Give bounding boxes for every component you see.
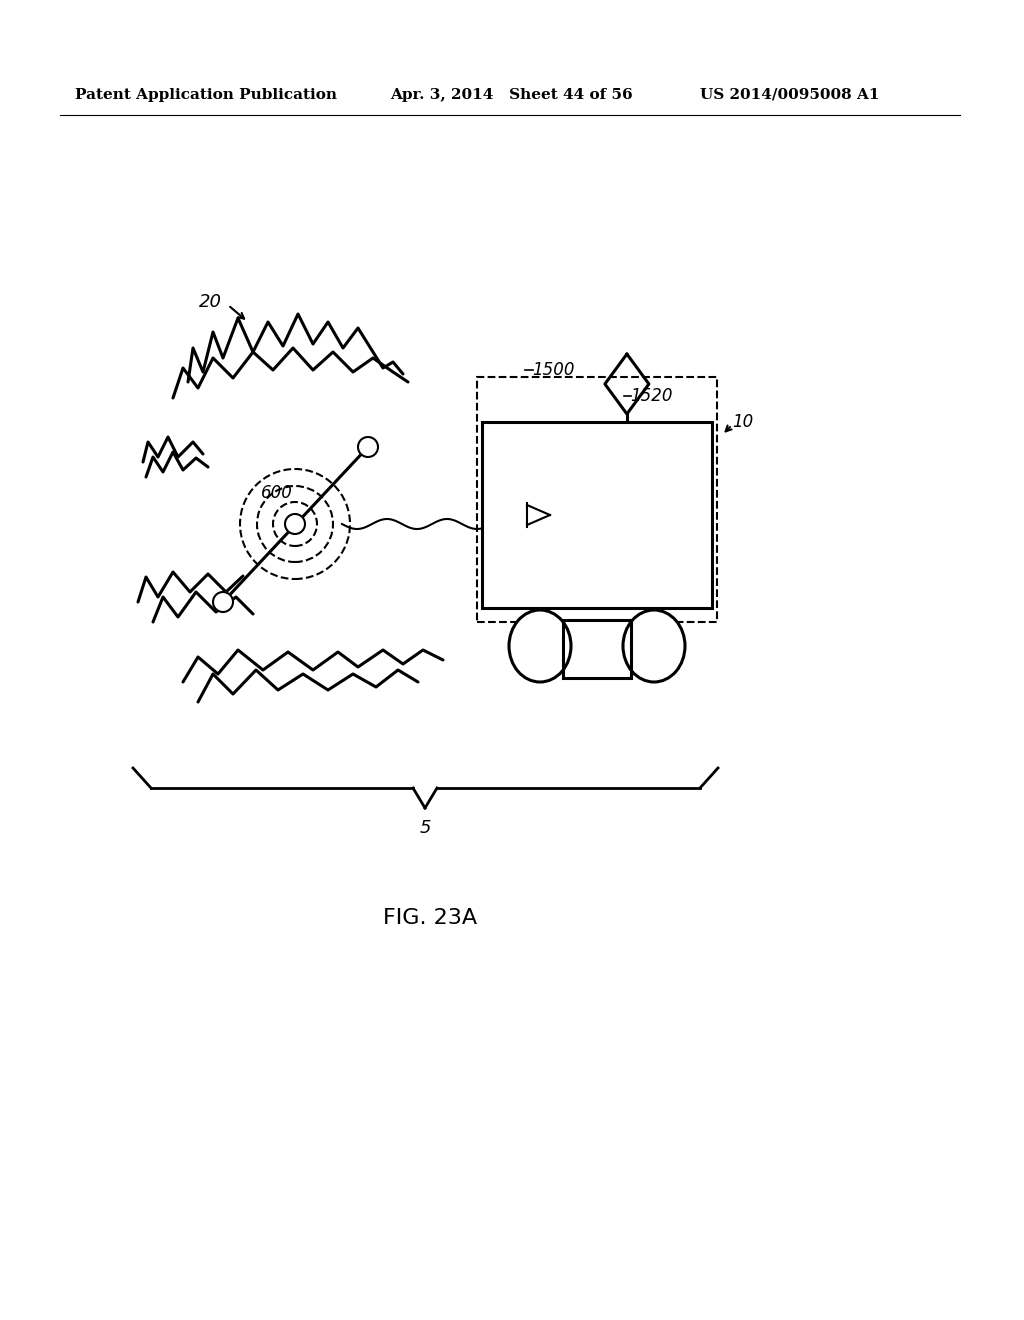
Text: US 2014/0095008 A1: US 2014/0095008 A1 — [700, 88, 880, 102]
Ellipse shape — [509, 610, 571, 682]
Text: 20: 20 — [199, 293, 222, 312]
Text: 1520: 1520 — [630, 387, 673, 405]
Text: 10: 10 — [732, 413, 754, 432]
Bar — [563, 620, 631, 678]
Text: 1500: 1500 — [532, 360, 574, 379]
Text: 5: 5 — [419, 818, 431, 837]
Circle shape — [285, 513, 305, 535]
Text: FIG. 23A: FIG. 23A — [383, 908, 477, 928]
Text: Patent Application Publication: Patent Application Publication — [75, 88, 337, 102]
Circle shape — [213, 591, 233, 612]
Bar — [477, 378, 717, 622]
Bar — [482, 422, 712, 609]
Circle shape — [358, 437, 378, 457]
Text: 600: 600 — [261, 484, 293, 502]
Text: 200: 200 — [602, 647, 634, 665]
Text: Apr. 3, 2014   Sheet 44 of 56: Apr. 3, 2014 Sheet 44 of 56 — [390, 88, 633, 102]
Ellipse shape — [623, 610, 685, 682]
Text: 1510: 1510 — [532, 479, 574, 498]
